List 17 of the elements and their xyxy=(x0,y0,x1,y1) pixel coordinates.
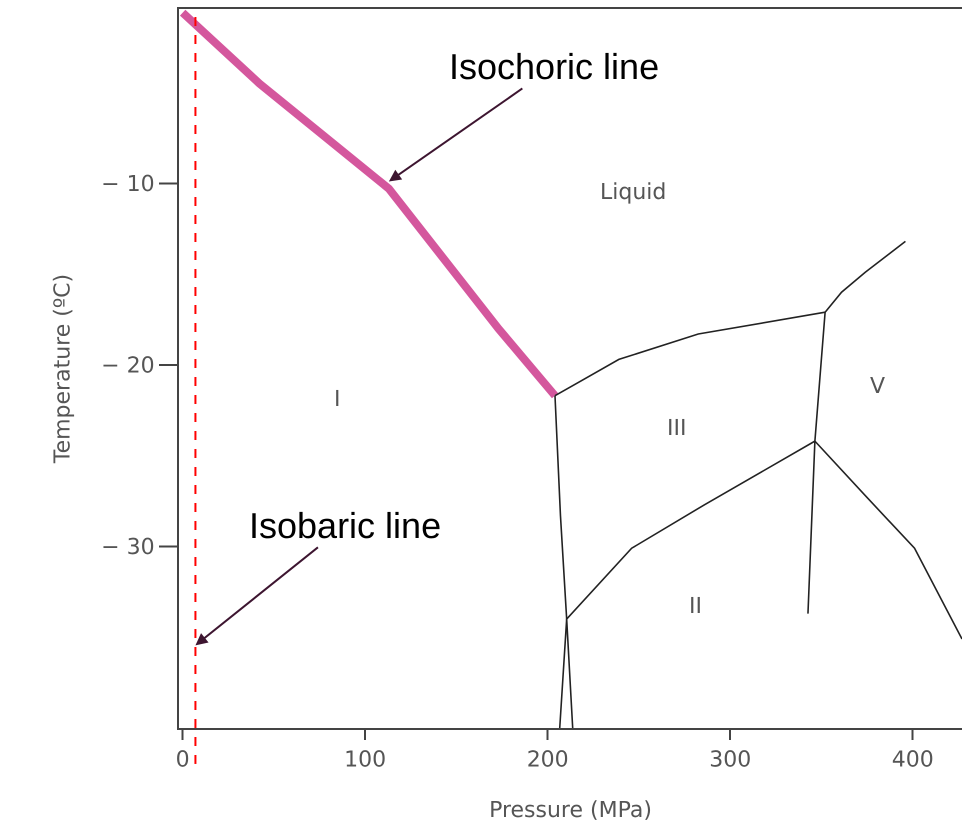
y-tick-label: − 30 xyxy=(101,535,155,560)
x-tick-label: 400 xyxy=(892,747,934,772)
annotation: Isochoric line xyxy=(449,46,660,87)
annotation: V xyxy=(870,374,886,399)
x-axis-title: Pressure (MPa) xyxy=(489,798,652,823)
annotation: II xyxy=(689,594,702,619)
x-tick-label: 200 xyxy=(526,747,569,772)
x-tick-label: 300 xyxy=(709,747,752,772)
annotation: Liquid xyxy=(600,180,666,205)
x-tick-label: 0 xyxy=(176,747,190,772)
ref-line-label: Isobaric line xyxy=(249,505,442,546)
annotation: III xyxy=(667,416,686,441)
x-tick-label: 100 xyxy=(344,747,386,772)
annotation: I xyxy=(334,387,340,412)
y-axis-title: Temperature (ºC) xyxy=(50,274,76,464)
y-tick-label: − 20 xyxy=(101,354,155,379)
y-tick-label: − 10 xyxy=(101,172,155,197)
